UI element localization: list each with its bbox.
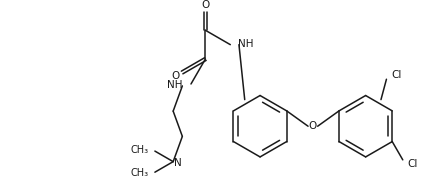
Text: N: N <box>174 158 182 168</box>
Text: O: O <box>309 121 317 131</box>
Text: Cl: Cl <box>408 159 418 169</box>
Text: NH: NH <box>167 80 183 90</box>
Text: Cl: Cl <box>391 70 402 80</box>
Text: CH₃: CH₃ <box>130 168 148 178</box>
Text: CH₃: CH₃ <box>130 145 148 155</box>
Text: O: O <box>171 71 179 81</box>
Text: O: O <box>201 0 209 10</box>
Text: NH: NH <box>239 39 254 49</box>
